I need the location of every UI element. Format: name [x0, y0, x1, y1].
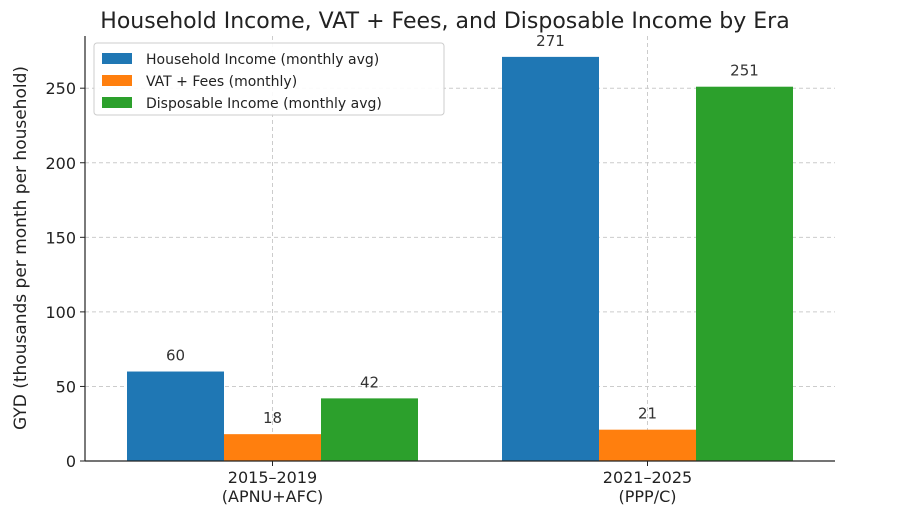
y-tick-label: 50 [56, 377, 76, 396]
y-tick-label: 100 [45, 303, 76, 322]
bar [224, 434, 321, 461]
legend-swatch [102, 97, 132, 108]
data-label: 60 [166, 347, 185, 365]
x-tick-label: (APNU+AFC) [222, 487, 323, 506]
data-labels: 60 271 18 21 42 251 [166, 32, 759, 427]
bar [127, 371, 224, 461]
x-tick-label: 2021–2025 [603, 468, 692, 487]
bar [502, 56, 599, 461]
x-tick-label: 2015–2019 [228, 468, 317, 487]
y-axis-label: GYD (thousands per month per household) [11, 66, 31, 430]
data-label: 251 [730, 62, 759, 80]
legend-label: VAT + Fees (monthly) [146, 74, 297, 90]
axes [84, 36, 835, 462]
data-label: 18 [263, 409, 282, 427]
legend-label: Household Income (monthly avg) [146, 52, 379, 68]
legend: Household Income (monthly avg) VAT + Fees… [93, 42, 445, 116]
data-label: 42 [360, 373, 379, 391]
data-label: 21 [638, 405, 657, 423]
bar [599, 429, 696, 461]
bar [321, 398, 418, 461]
legend-swatch [102, 53, 132, 64]
y-tick-label: 250 [45, 79, 76, 98]
bars [127, 56, 793, 461]
bar [696, 86, 793, 461]
legend-swatch [102, 75, 132, 86]
data-label: 271 [536, 32, 565, 50]
y-tick-label: 200 [45, 154, 76, 173]
x-ticks: 2015–2019(APNU+AFC) 2021–2025(PPP/C) [222, 461, 692, 506]
y-tick-label: 150 [45, 228, 76, 247]
legend-label: Disposable Income (monthly avg) [146, 96, 382, 112]
y-tick-label: 0 [66, 452, 76, 471]
chart-title: Household Income, VAT + Fees, and Dispos… [100, 9, 789, 34]
legend-box [93, 42, 445, 116]
y-ticks: 0 50 100 150 200 250 [45, 79, 85, 471]
x-tick-label: (PPP/C) [619, 487, 677, 506]
